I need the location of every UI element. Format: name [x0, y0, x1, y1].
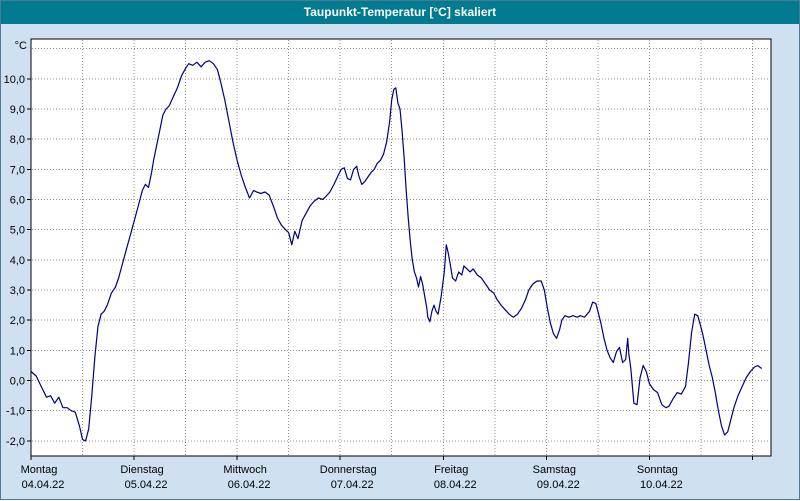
y-tick-label: 9,0 [10, 104, 25, 116]
x-day-name-label: Dienstag [120, 464, 163, 476]
y-tick-label: 6,0 [10, 195, 25, 207]
y-tick-label: -1,0 [6, 406, 25, 418]
y-tick-label: 5,0 [10, 225, 25, 237]
x-day-date-label: 10.04.22 [640, 479, 683, 491]
x-day-name-label: Sonntag [637, 464, 678, 476]
y-tick-label: 3,0 [10, 285, 25, 297]
x-day-date-label: 06.04.22 [228, 479, 271, 491]
x-day-name-label: Freitag [434, 464, 468, 476]
axis-labels: °C -2,0 -1,0 0,0 1,0 2,0 3,0 4,0 5,0 6,0 7,0 8,0 9,0… [4, 40, 683, 491]
plot-frame [30, 38, 772, 457]
y-axis-unit-label: °C [15, 40, 27, 52]
chart-title-bar: Taupunkt-Temperatur [°C] skaliert [1, 1, 799, 24]
y-tick-label: -2,0 [6, 436, 25, 448]
y-tick-label: 7,0 [10, 164, 25, 176]
gridlines [32, 40, 770, 455]
dewpoint-line [30, 60, 763, 442]
x-day-name-label: Donnerstag [320, 464, 377, 476]
plot-area [31, 39, 771, 456]
y-tick-label: 4,0 [10, 255, 25, 267]
x-day-name-label: Samstag [533, 464, 576, 476]
x-day-name-label: Mittwoch [223, 464, 266, 476]
x-day-date-label: 09.04.22 [537, 479, 580, 491]
x-day-date-label: 08.04.22 [434, 479, 477, 491]
y-tick-label: 8,0 [10, 134, 25, 146]
axis-ticks [27, 78, 753, 460]
chart-title: Taupunkt-Temperatur [°C] skaliert [303, 5, 497, 19]
y-tick-label: 2,0 [10, 315, 25, 327]
x-day-date-label: 04.04.22 [22, 479, 65, 491]
x-day-name-label: Montag [21, 464, 58, 476]
x-day-date-label: 07.04.22 [331, 479, 374, 491]
y-tick-label: 10,0 [4, 74, 25, 86]
y-tick-label: 1,0 [10, 345, 25, 357]
y-tick-label: 0,0 [10, 376, 25, 388]
x-day-date-label: 05.04.22 [125, 479, 168, 491]
